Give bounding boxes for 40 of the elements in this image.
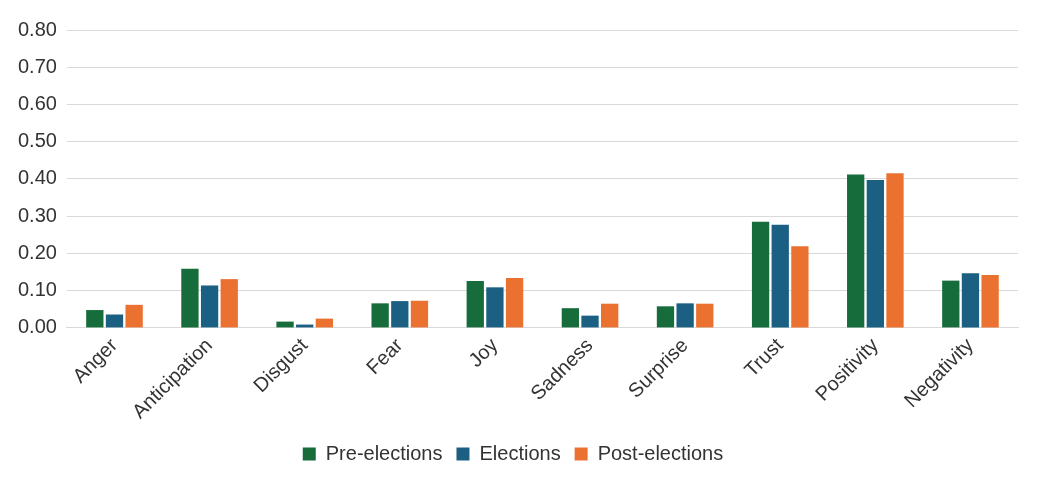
bar [486,287,504,328]
y-tick-label: 0.30 [17,203,57,226]
bar [105,314,124,328]
bar [771,224,789,328]
bar [601,303,619,328]
bar [561,308,580,328]
y-tick-label: 0.10 [17,278,57,301]
x-tick-label: Joy [464,333,502,372]
y-tick-label: 0.80 [17,17,57,40]
legend-label: Pre-elections [325,441,443,464]
bar [86,310,104,328]
bar [391,301,409,328]
legend-label: Post-elections [597,441,724,464]
bar [581,315,599,328]
bar [961,273,980,328]
bar [791,246,809,328]
legend-label: Elections [479,441,561,464]
y-tick-label: 0.20 [17,240,57,263]
bar [410,300,429,328]
bar [125,304,143,328]
bar [656,306,675,328]
bar [371,303,389,328]
bar [866,180,884,328]
y-tick-label: 0.40 [17,166,57,189]
bar [886,173,904,328]
bar [696,303,714,328]
y-tick-label: 0.60 [17,91,57,114]
bar [981,275,999,328]
bar [751,221,770,328]
bar [505,278,524,328]
bar [181,268,199,328]
y-tick-label: 0.00 [17,315,57,338]
bar [676,303,694,328]
bar [466,280,484,328]
y-tick-label: 0.70 [17,54,57,77]
bar [200,285,219,328]
bar [847,174,865,328]
bar [220,279,238,328]
y-tick-label: 0.50 [17,129,57,152]
bar [942,280,960,328]
